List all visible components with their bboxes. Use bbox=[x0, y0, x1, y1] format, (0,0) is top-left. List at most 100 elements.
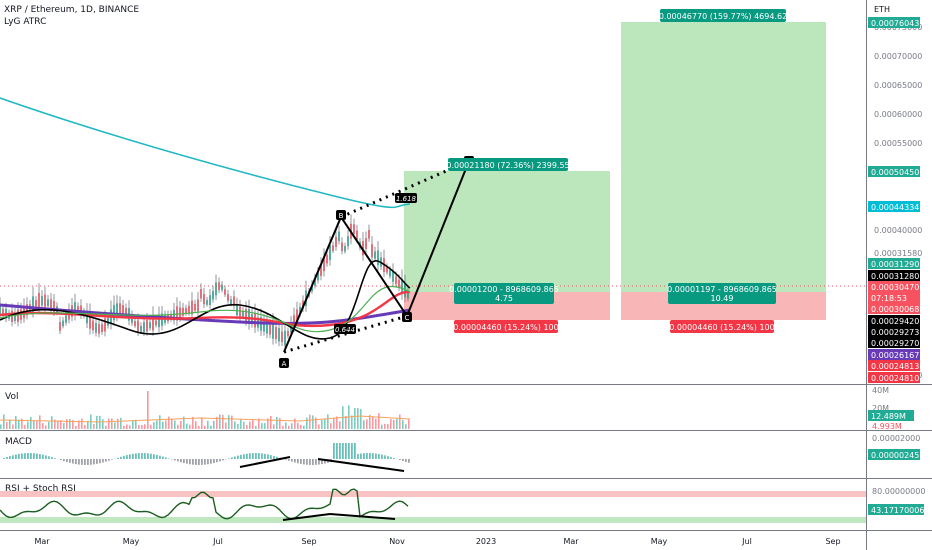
macd-bar bbox=[39, 454, 41, 459]
candle bbox=[65, 315, 67, 323]
chart-title: XRP / Ethereum, 1D, BINANCE bbox=[4, 5, 140, 15]
position-1-rr-label: 4.75 bbox=[495, 294, 513, 303]
macd-bar bbox=[60, 459, 62, 461]
macd-bar bbox=[246, 453, 248, 459]
volume-bar bbox=[84, 424, 86, 429]
volume-bar bbox=[402, 419, 404, 429]
volume-bar bbox=[6, 421, 8, 429]
volume-bar bbox=[300, 424, 302, 429]
ma-long-line bbox=[0, 97, 411, 209]
volume-bar bbox=[390, 418, 392, 429]
candle bbox=[173, 309, 175, 321]
candle bbox=[374, 251, 376, 259]
price-badge: 07:18:53 bbox=[871, 294, 907, 303]
candle bbox=[116, 303, 118, 317]
macd-bar bbox=[207, 459, 209, 465]
macd-bar bbox=[93, 459, 95, 465]
candle bbox=[275, 327, 277, 340]
price-badge: 0.00031290 bbox=[871, 260, 919, 269]
candle bbox=[323, 257, 325, 272]
volume-label-2: 4.993M bbox=[872, 422, 902, 431]
macd-bar bbox=[183, 459, 185, 464]
axis-currency: ETH bbox=[874, 5, 890, 14]
volume-bar bbox=[264, 423, 266, 429]
candle bbox=[296, 309, 298, 322]
macd-bar bbox=[18, 453, 20, 459]
macd-bar bbox=[360, 453, 362, 459]
macd-bar bbox=[48, 456, 50, 459]
macd-bar bbox=[27, 453, 29, 459]
candle bbox=[17, 309, 19, 322]
macd-bar bbox=[303, 459, 305, 465]
candle bbox=[47, 299, 49, 307]
candle bbox=[335, 236, 337, 247]
macd-divergence-line-1 bbox=[239, 456, 291, 468]
candle bbox=[113, 305, 115, 321]
candle bbox=[281, 331, 283, 343]
macd-bar bbox=[156, 454, 158, 459]
candle bbox=[242, 310, 244, 318]
macd-bar bbox=[348, 443, 350, 459]
volume-bar bbox=[18, 419, 20, 429]
candle bbox=[341, 242, 343, 252]
macd-bar bbox=[51, 457, 53, 459]
candle bbox=[158, 314, 160, 328]
macd-bar bbox=[102, 459, 104, 463]
macd-bar bbox=[96, 459, 98, 464]
long-position-2[interactable] bbox=[621, 22, 826, 320]
candle bbox=[101, 324, 103, 332]
macd-bar bbox=[381, 454, 383, 459]
macd-bar bbox=[135, 453, 137, 459]
volume-bar bbox=[48, 421, 50, 429]
volume-ma-line bbox=[0, 415, 411, 423]
volume-bar bbox=[408, 419, 410, 429]
volume-bar bbox=[72, 420, 74, 429]
volume-bar bbox=[165, 420, 167, 429]
macd-bar bbox=[162, 456, 164, 459]
volume-bar bbox=[306, 417, 308, 429]
candle bbox=[368, 229, 370, 239]
macd-bar bbox=[237, 455, 239, 459]
macd-bar bbox=[141, 453, 143, 459]
volume-bar bbox=[45, 425, 47, 429]
macd-bar bbox=[393, 458, 395, 459]
price-tick: 0.00055000 bbox=[874, 139, 922, 148]
volume-bar bbox=[228, 415, 230, 429]
volume-bar bbox=[24, 424, 26, 429]
macd-bar bbox=[408, 459, 410, 463]
candle bbox=[122, 305, 124, 314]
volume-bar bbox=[267, 418, 269, 429]
price-axis-labels: 0.00076043 0.00050450 0.00044334 0.00031290… bbox=[868, 17, 920, 383]
volume-pane-title: Vol bbox=[5, 392, 18, 402]
volume-bar bbox=[138, 424, 140, 429]
macd-bar bbox=[210, 459, 212, 464]
macd-bar bbox=[387, 456, 389, 459]
volume-tick-40m: 40M bbox=[872, 386, 889, 395]
macd-bar bbox=[315, 459, 317, 465]
volume-bar bbox=[33, 420, 35, 429]
macd-bar bbox=[90, 459, 92, 465]
rsi-divergence-line-1 bbox=[282, 513, 331, 521]
price-tick: 0.00060000 bbox=[874, 110, 922, 119]
candle bbox=[317, 272, 319, 281]
volume-bar bbox=[111, 418, 113, 429]
volume-bar bbox=[39, 415, 41, 429]
macd-label-bg bbox=[868, 449, 920, 460]
macd-bar bbox=[276, 456, 278, 459]
macd-bar bbox=[123, 455, 125, 459]
candle bbox=[377, 250, 379, 266]
candle bbox=[224, 289, 226, 295]
candle bbox=[233, 296, 235, 307]
position-1-target-label: 0.00021180 (72.36%) 2399.55 bbox=[446, 161, 569, 170]
candle bbox=[89, 313, 91, 329]
volume-bar bbox=[363, 420, 365, 429]
price-tick: 0.00040000 bbox=[874, 226, 922, 235]
volume-bar bbox=[285, 422, 287, 429]
volume-bar bbox=[201, 417, 203, 429]
position-1-stop-label: 0.00004460 (15.24%) 100 bbox=[453, 323, 558, 332]
macd-tick: 0.00002000 bbox=[872, 434, 920, 443]
volume-bar bbox=[180, 420, 182, 429]
candle bbox=[332, 245, 334, 251]
time-tick: Mar bbox=[563, 537, 579, 546]
